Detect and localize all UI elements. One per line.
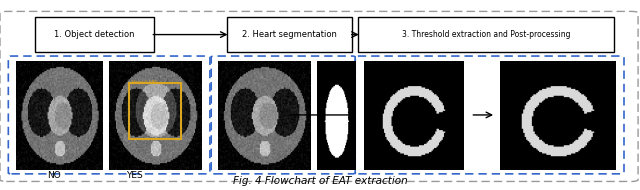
Text: NO: NO	[47, 171, 61, 180]
Text: 3. Threshold extraction and Post-processing: 3. Threshold extraction and Post-process…	[402, 30, 571, 39]
Text: 2. Heart segmentation: 2. Heart segmentation	[242, 30, 337, 39]
Text: YES: YES	[126, 171, 143, 180]
Text: 1. Object detection: 1. Object detection	[54, 30, 134, 39]
FancyBboxPatch shape	[227, 17, 352, 52]
Text: Fig. 4 Flowchart of EAT extraction: Fig. 4 Flowchart of EAT extraction	[232, 176, 408, 186]
FancyBboxPatch shape	[358, 17, 614, 52]
FancyBboxPatch shape	[35, 17, 154, 52]
